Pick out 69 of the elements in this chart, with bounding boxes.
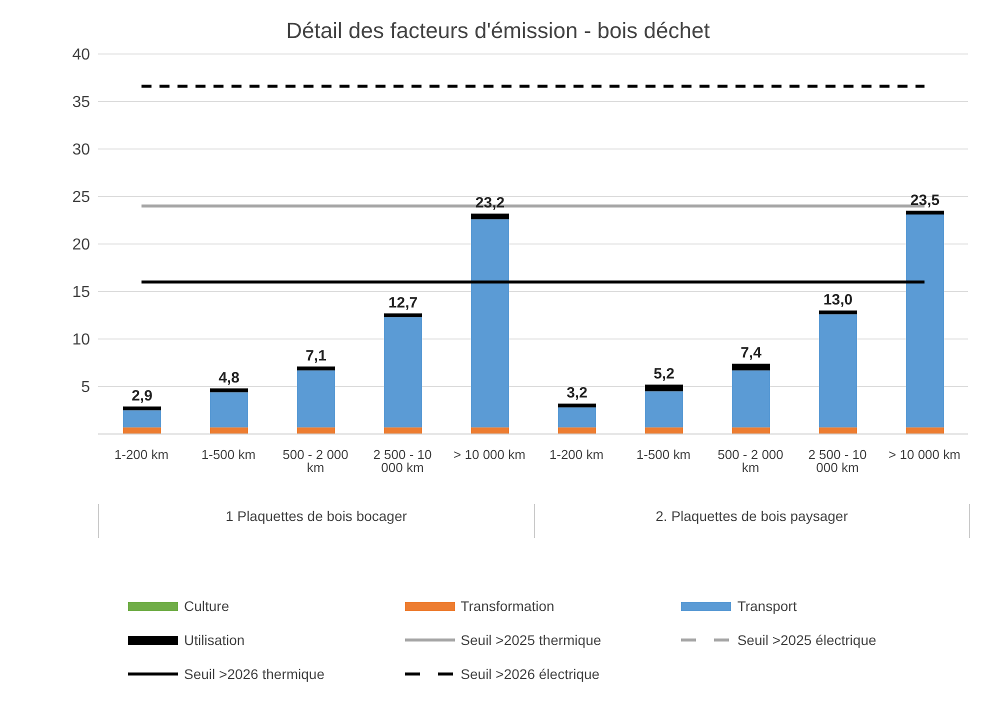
total-label: 12,7	[388, 294, 418, 312]
bar	[471, 427, 509, 434]
bar	[819, 310, 857, 314]
x-tick-label: 2 500 - 10 000 km	[808, 447, 867, 476]
bar	[210, 427, 248, 434]
bar	[297, 370, 335, 428]
bar	[906, 427, 944, 434]
y-tick-label: 5	[81, 379, 90, 396]
bar	[819, 314, 857, 428]
y-tick-label: 40	[72, 46, 90, 64]
y-tick-label: 30	[72, 142, 90, 159]
total-label: 23,5	[910, 192, 940, 209]
y-tick-label: 20	[72, 236, 90, 254]
x-tick-label: 1-500 km	[636, 447, 691, 462]
bar	[297, 427, 335, 434]
chart-title: Détail des facteurs d'émission - bois déchet	[285, 17, 711, 44]
legend-label: Utilisation	[184, 632, 245, 648]
y-tick-label: 25	[72, 189, 90, 206]
total-label: 13,0	[823, 292, 853, 308]
text: 1 Plaquettes de bois bocager	[224, 507, 408, 526]
legend-label: Seuil >2025 électrique	[737, 632, 876, 648]
legend-label: Seuil >2025 thermique	[460, 632, 602, 648]
x-tick-label: > 10 000 km	[888, 447, 960, 462]
bar	[558, 404, 596, 408]
bar	[558, 427, 596, 434]
total-label: 3,2	[566, 384, 588, 402]
bar	[384, 317, 422, 428]
bar	[210, 392, 248, 428]
bar	[732, 427, 770, 434]
bar	[558, 407, 596, 428]
total-label: 7,4	[740, 344, 762, 362]
bar	[123, 406, 161, 410]
legend-label: Transformation	[460, 598, 554, 614]
x-tick-label: 500 - 2 000 km	[282, 447, 348, 476]
bar	[123, 427, 161, 434]
legend-label: Transport	[737, 598, 797, 614]
total-label: 2,9	[132, 387, 152, 404]
x-tick-label: 1-200 km	[549, 447, 604, 462]
bar	[732, 370, 770, 428]
total-label: 5,2	[654, 366, 674, 383]
x-tick-label: > 10 000 km	[454, 447, 526, 462]
bar	[471, 214, 509, 220]
bar	[645, 427, 683, 434]
legend-label: Culture	[184, 598, 230, 614]
bar	[906, 214, 944, 428]
bar	[732, 364, 770, 370]
total-label: 23,2	[475, 194, 505, 212]
bar	[210, 388, 248, 392]
text: 2. Plaquettes de bois paysager	[534, 504, 969, 538]
y-tick-label: 15	[72, 284, 90, 302]
bar	[645, 384, 683, 392]
bar	[297, 366, 335, 370]
y-tick-label: 35	[72, 94, 90, 112]
x-tick-label: 1-500 km	[201, 447, 256, 462]
bar	[645, 391, 683, 428]
bar	[471, 219, 509, 428]
total-label: 4,8	[218, 369, 240, 386]
bar	[906, 210, 944, 215]
legend-label: Seuil >2026 thermique	[184, 666, 324, 682]
x-tick-label: 1-200 km	[114, 447, 169, 462]
x-tick-label: 2 500 - 10 000 km	[373, 447, 432, 476]
bar	[384, 313, 422, 318]
bar	[123, 410, 161, 428]
bar	[384, 427, 422, 434]
x-tick-label: 500 - 2 000 km	[718, 447, 784, 476]
legend-label: Seuil >2026 électrique	[460, 666, 600, 682]
total-label: 7,1	[306, 348, 326, 365]
bar	[819, 427, 857, 434]
y-tick-label: 10	[72, 332, 90, 349]
